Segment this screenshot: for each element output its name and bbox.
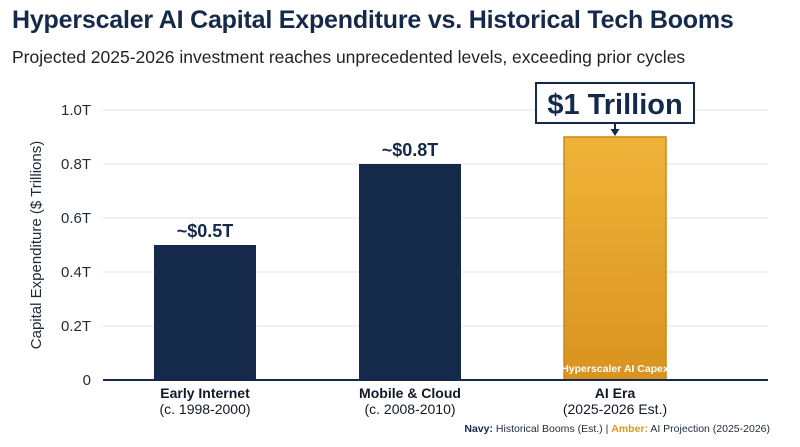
bar-inner-label: Hyperscaler AI Capex: [561, 363, 669, 375]
data-label: ~$0.8T: [382, 140, 439, 160]
x-category-sublabel: (2025-2026 Est.): [563, 401, 667, 417]
y-tick-label: 0.8T: [61, 156, 91, 173]
bar-mobile-cloud: [359, 164, 461, 380]
y-axis-ticks: 0 0.2T 0.4T 0.6T 0.8T 1.0T: [61, 102, 91, 389]
chart-title: Hyperscaler AI Capital Expenditure vs. H…: [12, 6, 734, 34]
x-category-label: AI Era: [595, 385, 636, 401]
x-axis-categories: Early Internet(c. 1998-2000) Mobile & Clo…: [159, 385, 667, 417]
x-category-sublabel: (c. 2008-2010): [364, 401, 455, 417]
callout-arrow-head: [610, 129, 620, 136]
y-tick-label: 0.6T: [61, 210, 91, 227]
x-category-sublabel: (c. 1998-2000): [159, 401, 250, 417]
callout-box: [535, 82, 695, 124]
y-tick-label: 0.2T: [61, 318, 91, 335]
legend-navy-key: Navy:: [464, 423, 493, 435]
bar-ai-era: [563, 136, 667, 381]
y-tick-label: 1.0T: [61, 102, 91, 119]
legend-navy-text: Historical Booms (Est.) |: [492, 423, 612, 435]
callout-text: $1 Trillion: [547, 89, 682, 121]
legend-amber-text: AI Projection (2025-2026): [648, 423, 770, 435]
bar-early-internet: [154, 245, 256, 380]
data-label: ~$0.5T: [177, 221, 234, 241]
legend-footnote: Navy: Historical Booms (Est.) | Amber: A…: [464, 423, 770, 435]
callout: $1 Trillion: [535, 82, 695, 136]
chart-subtitle: Projected 2025-2026 investment reaches u…: [12, 47, 686, 67]
legend-amber-key: Amber:: [611, 423, 648, 435]
x-category-label: Mobile & Cloud: [359, 385, 461, 401]
bars: [154, 136, 667, 381]
data-labels: ~$0.5T ~$0.8T Hyperscaler AI Capex: [177, 140, 669, 375]
y-tick-label: 0: [83, 372, 91, 389]
x-category-label: Early Internet: [160, 385, 250, 401]
y-axis-label: Capital Expenditure ($ Trillions): [28, 141, 45, 349]
y-tick-label: 0.4T: [61, 264, 91, 281]
